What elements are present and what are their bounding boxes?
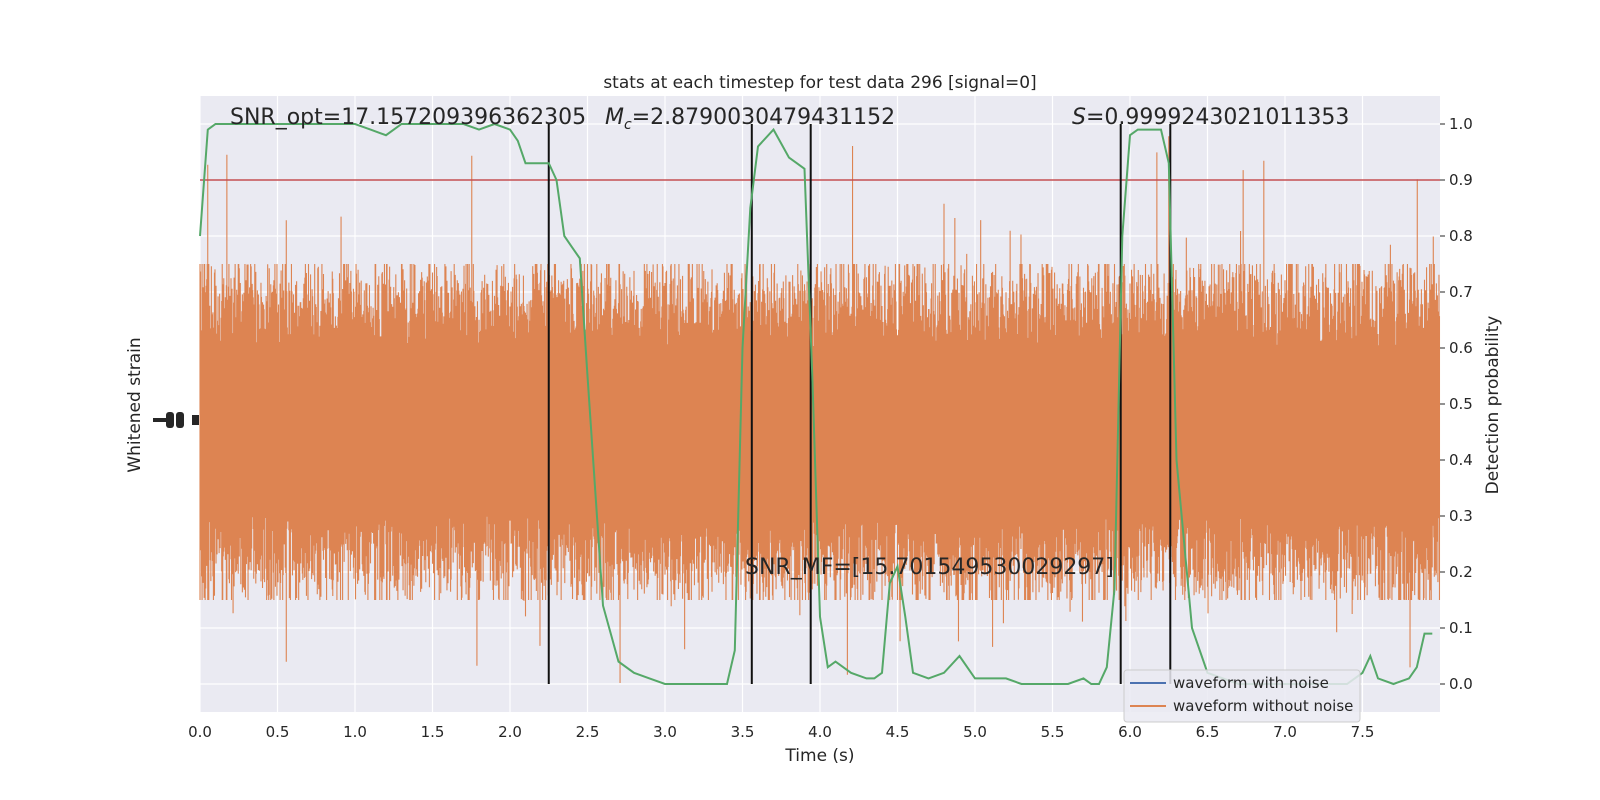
- x-tick-label: 3.5: [731, 723, 755, 741]
- y-tick-label: 0.4: [1449, 451, 1473, 469]
- x-tick-label: 2.5: [576, 723, 600, 741]
- noise-series: [199, 136, 1441, 683]
- legend-label-with-noise: waveform with noise: [1173, 674, 1329, 692]
- x-tick-label: 5.0: [963, 723, 987, 741]
- s-symbol: S: [1072, 105, 1086, 130]
- x-tick-label: 0.0: [188, 723, 212, 741]
- annotation-chirp-mass: Mc=2.8790030479431152: [605, 105, 895, 133]
- y-tick-label: 0.3: [1449, 507, 1473, 525]
- annotation-s: S=0.9999243021011353: [1072, 105, 1349, 130]
- x-tick-label: 6.5: [1196, 723, 1220, 741]
- chirp-mass-value: =2.8790030479431152: [632, 105, 895, 130]
- chirp-mass-subscript: c: [624, 117, 632, 133]
- chart-title: stats at each timestep for test data 296…: [603, 73, 1036, 93]
- x-tick-label: 4.0: [808, 723, 832, 741]
- legend-box: [1123, 669, 1361, 723]
- annotation-snr-mf: SNR_MF=[15.701549530029297]: [745, 555, 1114, 580]
- left-axis-ticks: [153, 412, 199, 428]
- x-tick-label: 7.5: [1351, 723, 1375, 741]
- y-axis-label-left: Whitened strain: [125, 337, 145, 472]
- x-tick-labels: 0.0 0.5 1.0 1.5 2.0 2.5 3.0 3.5 4.0 4.5 5.0 5.5 6.0 6…: [188, 723, 1374, 741]
- legend: waveform with noise waveform without noi…: [1123, 669, 1361, 723]
- x-tick-label: 7.0: [1273, 723, 1297, 741]
- y-tick-label: 0.2: [1449, 563, 1473, 581]
- y-tick-label: 0.9: [1449, 171, 1473, 189]
- x-tick-label: 2.0: [498, 723, 522, 741]
- x-tick-label: 6.0: [1118, 723, 1142, 741]
- x-tick-label: 0.5: [266, 723, 290, 741]
- chirp-mass-symbol: M: [605, 105, 624, 130]
- x-tick-label: 5.5: [1041, 723, 1065, 741]
- y-tick-label: 0.0: [1449, 675, 1473, 693]
- y-tick-label: 0.7: [1449, 283, 1473, 301]
- x-tick-label: 3.0: [653, 723, 677, 741]
- s-value: =0.9999243021011353: [1086, 105, 1349, 130]
- annotation-snr-opt: SNR_opt=17.157209396362305: [230, 105, 586, 130]
- x-tick-label: 1.5: [421, 723, 445, 741]
- y-tick-label: 0.8: [1449, 227, 1473, 245]
- y-tick-label: 0.5: [1449, 395, 1473, 413]
- y-tick-label: 0.1: [1449, 619, 1473, 637]
- legend-label-without-noise: waveform without noise: [1173, 697, 1353, 715]
- y-tick-label: 1.0: [1449, 115, 1473, 133]
- y-tick-label: 0.6: [1449, 339, 1473, 357]
- x-axis-label: Time (s): [784, 746, 854, 766]
- y-ticks-right: [1440, 123, 1445, 685]
- x-tick-label: 1.0: [343, 723, 367, 741]
- noise-trace: [199, 136, 1441, 683]
- y-tick-labels-right: 0.0 0.1 0.2 0.3 0.4 0.5 0.6 0.7 0.8 0.9 1.0: [1449, 115, 1473, 693]
- y-axis-label-right: Detection probability: [1483, 316, 1503, 495]
- x-tick-label: 4.5: [886, 723, 910, 741]
